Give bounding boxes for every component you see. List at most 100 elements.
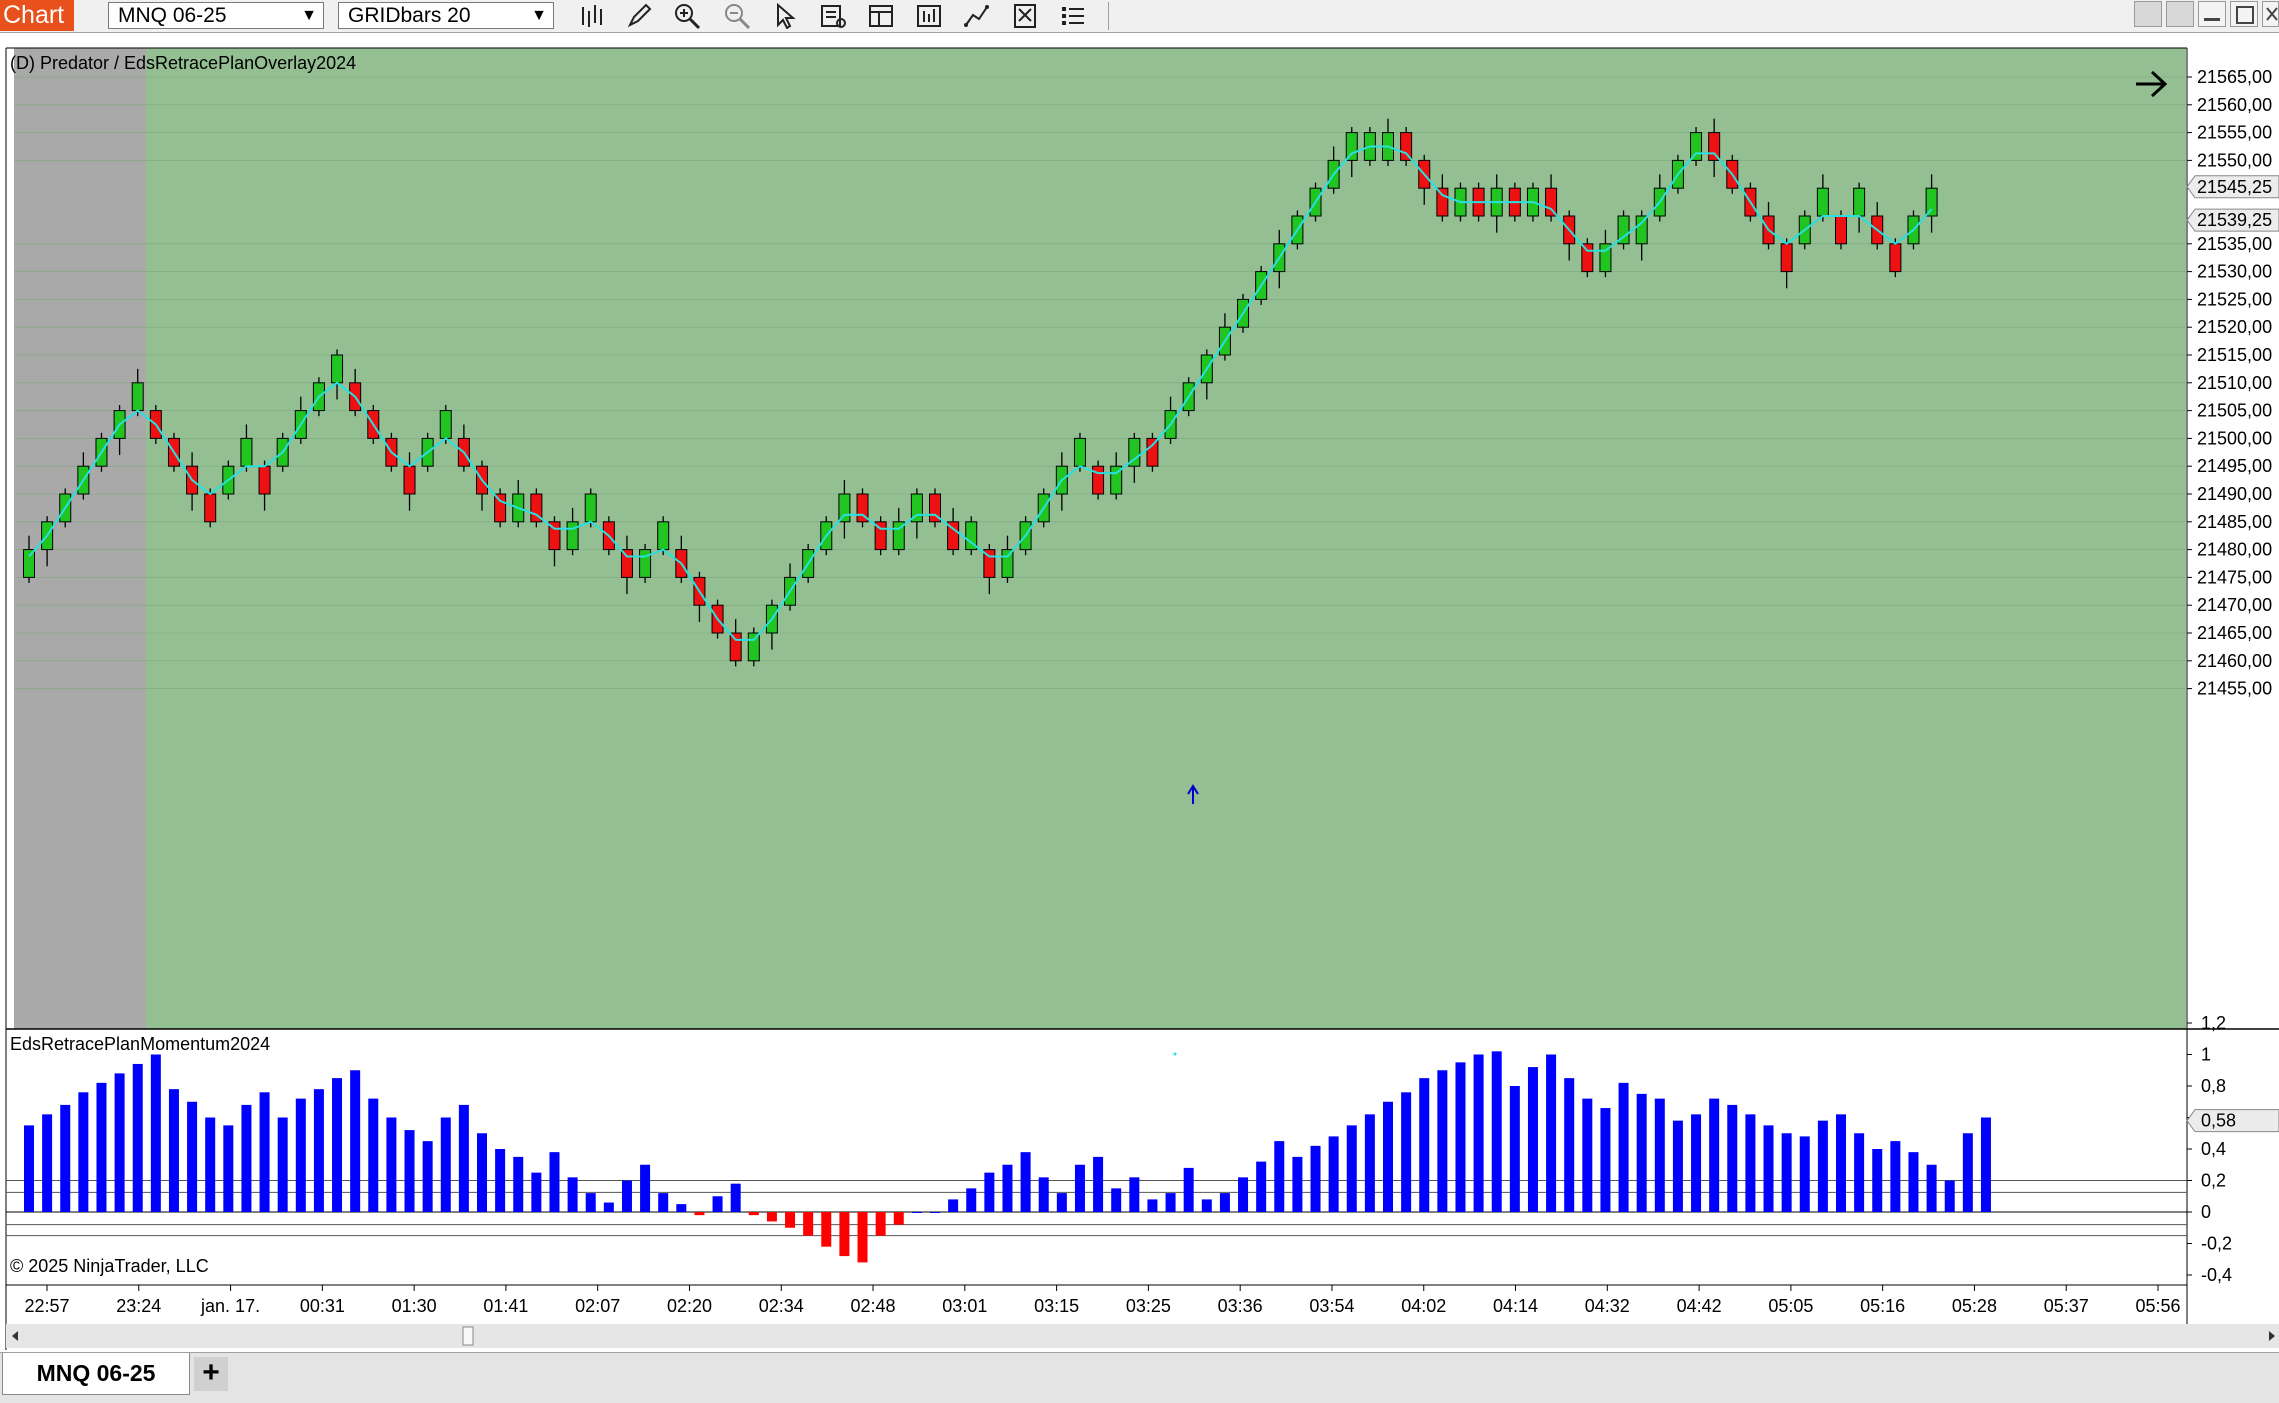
price-axis-label: 21505,00 <box>2197 401 2272 421</box>
candle-body <box>838 493 851 523</box>
time-axis-label: 05:28 <box>1952 1296 1997 1316</box>
scrollbar-thumb[interactable] <box>462 1326 474 1346</box>
momentum-axis-label: 0,2 <box>2201 1171 2226 1191</box>
chart-trader-icon[interactable] <box>1006 1 1044 31</box>
momentum-bar <box>875 1212 886 1236</box>
momentum-bar <box>1817 1120 1828 1212</box>
time-axis-label: 03:25 <box>1126 1296 1171 1316</box>
time-axis-label: 05:16 <box>1860 1296 1905 1316</box>
candle-body <box>856 493 869 523</box>
momentum-axis-label: 0,58 <box>2201 1111 2236 1131</box>
price-axis-label: 21535,00 <box>2197 234 2272 254</box>
momentum-bar <box>766 1212 777 1222</box>
momentum-bar <box>567 1177 578 1212</box>
time-axis-label: 01:41 <box>483 1296 528 1316</box>
signal-arrow-icon <box>1187 784 1199 804</box>
price-axis-label: 21455,00 <box>2197 679 2272 699</box>
candle-body <box>1073 437 1086 467</box>
pointer-icon[interactable] <box>766 1 804 31</box>
momentum-bar <box>911 1212 922 1213</box>
window-tile-icon[interactable] <box>2134 1 2162 27</box>
zoom-out-icon[interactable] <box>718 1 756 31</box>
time-axis-label: 03:15 <box>1034 1296 1079 1316</box>
momentum-bar <box>187 1101 198 1212</box>
momentum-bar <box>1183 1167 1194 1212</box>
data-box-icon[interactable] <box>814 1 852 31</box>
zoom-in-icon[interactable] <box>668 1 706 31</box>
momentum-bar <box>1854 1133 1865 1212</box>
time-axis-label: 02:48 <box>851 1296 896 1316</box>
window-tile-alt-icon[interactable] <box>2166 1 2194 27</box>
price-axis-label: 21550,00 <box>2197 150 2272 170</box>
momentum-bar <box>1292 1156 1303 1212</box>
properties-icon[interactable] <box>862 1 900 31</box>
momentum-dot <box>1173 1052 1177 1056</box>
price-axis: 21565,00 21560,00 21555,00 21550,00 21545,25… <box>2186 67 2279 699</box>
candle-body <box>1617 215 1630 245</box>
bar-type-value: GRIDbars 20 <box>348 4 471 27</box>
close-icon[interactable] <box>2262 1 2279 27</box>
price-marker <box>2186 175 2279 199</box>
chart-canvas[interactable]: 21565,00 21560,00 21555,00 21550,00 21545,25… <box>0 32 2279 1352</box>
price-axis-label: 21545,25 <box>2197 177 2272 197</box>
momentum-bar <box>1401 1092 1412 1212</box>
list-icon[interactable] <box>1054 1 1092 31</box>
strategies-icon[interactable] <box>958 1 996 31</box>
price-grid <box>14 76 2187 689</box>
momentum-bar <box>1038 1177 1049 1212</box>
candle-body <box>639 549 652 578</box>
momentum-axis-label: 0,4 <box>2201 1139 2226 1159</box>
candle-body <box>947 521 960 551</box>
arrow-right-icon[interactable] <box>2136 70 2168 98</box>
candle-body <box>584 493 597 523</box>
momentum-bar <box>168 1089 179 1212</box>
session-break-shade <box>14 48 146 1029</box>
momentum-bar <box>984 1172 995 1212</box>
copyright-text: © 2025 NinjaTrader, LLC <box>10 1256 209 1276</box>
momentum-bar <box>1618 1082 1629 1212</box>
indicators-icon[interactable] <box>910 1 948 31</box>
momentum-bar <box>1654 1098 1665 1212</box>
momentum-bar <box>440 1117 451 1212</box>
pencil-draw-icon[interactable] <box>620 1 658 31</box>
momentum-bar <box>1328 1136 1339 1212</box>
time-axis-label: 03:36 <box>1218 1296 1263 1316</box>
candle-body <box>566 521 579 551</box>
momentum-bar <box>1564 1078 1575 1212</box>
tab-mnq[interactable]: MNQ 06-25 <box>2 1353 190 1395</box>
momentum-bar <box>1908 1152 1919 1212</box>
momentum-bar <box>821 1212 832 1247</box>
momentum-bar <box>1093 1156 1104 1212</box>
candle-body <box>1436 187 1449 217</box>
momentum-bar <box>150 1054 161 1212</box>
candle-body <box>657 521 670 551</box>
momentum-bar <box>1890 1141 1901 1212</box>
time-axis-label: 05:37 <box>2044 1296 2089 1316</box>
momentum-bar <box>1527 1067 1538 1212</box>
momentum-bar <box>730 1183 741 1212</box>
momentum-bar <box>1129 1177 1140 1212</box>
instrument-selector[interactable]: MNQ 06-25 ▼ <box>108 2 324 29</box>
candle-body <box>331 354 344 384</box>
momentum-bar <box>1944 1180 1955 1212</box>
scroll-left-icon[interactable] <box>12 1331 18 1341</box>
momentum-bar <box>513 1156 524 1212</box>
candle-body <box>620 549 633 578</box>
bar-type-selector[interactable]: GRIDbars 20 ▼ <box>338 2 554 29</box>
minimize-icon[interactable] <box>2198 1 2226 27</box>
momentum-bar <box>332 1078 343 1212</box>
maximize-icon[interactable] <box>2230 1 2258 27</box>
momentum-bar <box>1274 1141 1285 1212</box>
momentum-bar <box>1165 1193 1176 1212</box>
momentum-bar <box>1256 1161 1267 1212</box>
horizontal-scrollbar[interactable] <box>6 1324 2279 1348</box>
bar-style-icon[interactable] <box>572 1 610 31</box>
time-axis-label: 00:31 <box>300 1296 345 1316</box>
candle-body <box>1400 132 1413 161</box>
momentum-bar <box>585 1193 596 1212</box>
candle-body <box>983 549 996 578</box>
add-tab-button[interactable]: + <box>194 1357 228 1391</box>
scroll-right-icon[interactable] <box>2269 1331 2275 1341</box>
momentum-bar <box>857 1212 868 1263</box>
momentum-bar <box>748 1212 759 1216</box>
